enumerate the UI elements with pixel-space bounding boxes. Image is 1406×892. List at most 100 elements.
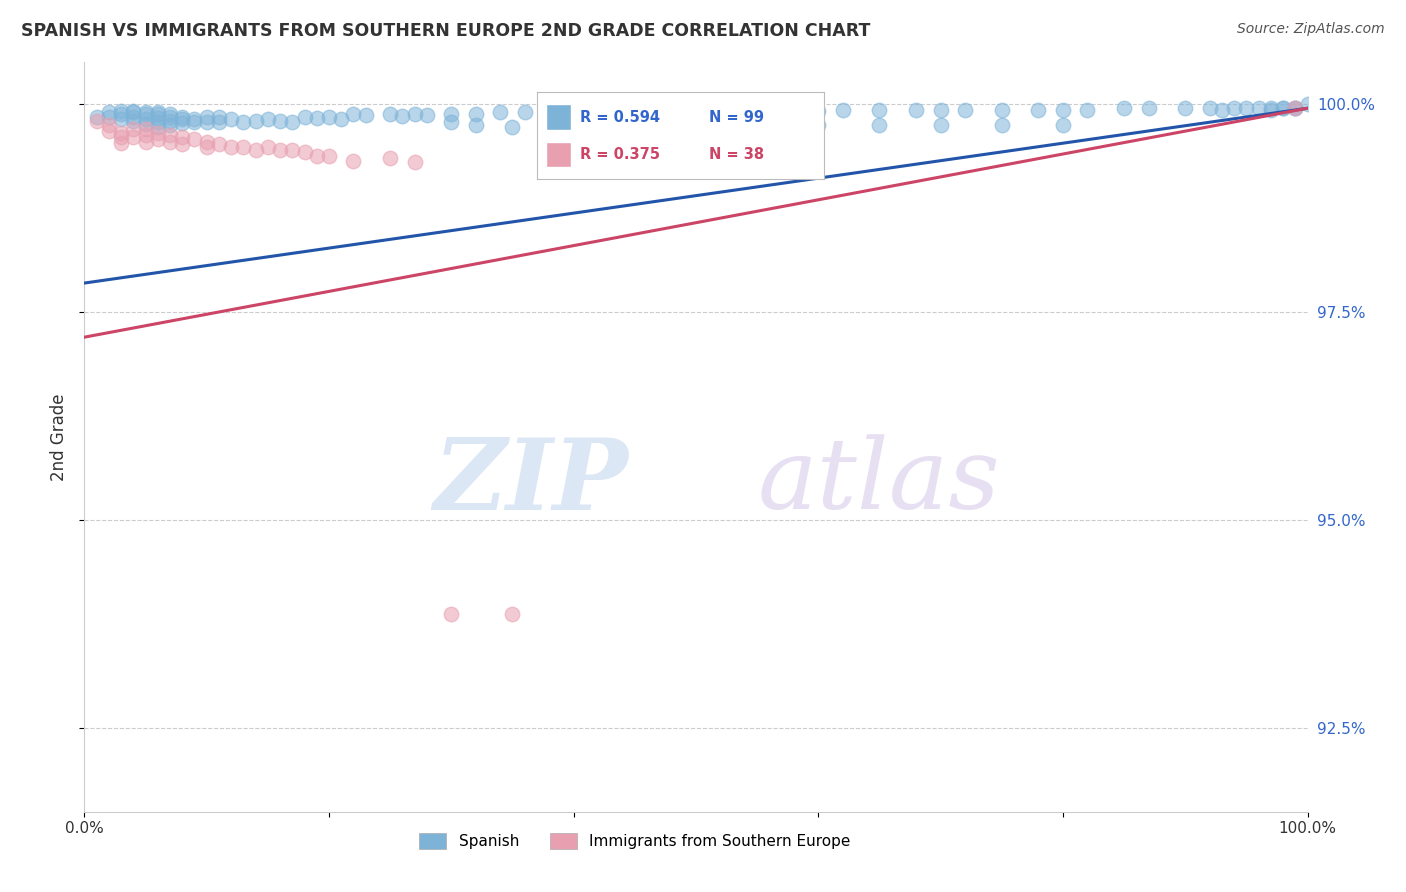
Point: [807, 103, 830, 118]
Point: [135, 112, 157, 126]
Point: [97, 105, 120, 120]
Point: [1247, 101, 1270, 115]
Point: [1284, 101, 1306, 115]
Point: [747, 103, 769, 118]
Point: [159, 128, 181, 142]
Point: [208, 115, 231, 129]
Point: [416, 108, 439, 122]
Point: [245, 143, 267, 157]
Point: [86, 110, 108, 124]
Point: [183, 112, 205, 126]
Point: [489, 105, 512, 120]
Point: [318, 110, 340, 124]
Point: [1052, 103, 1074, 117]
Point: [110, 103, 132, 118]
Point: [562, 105, 585, 120]
Point: [110, 107, 132, 121]
Point: [905, 103, 928, 117]
Point: [97, 118, 120, 132]
Point: [183, 132, 205, 146]
Text: Source: ZipAtlas.com: Source: ZipAtlas.com: [1237, 22, 1385, 37]
Point: [305, 149, 328, 163]
Point: [831, 103, 853, 117]
Point: [440, 115, 463, 129]
Point: [172, 130, 194, 145]
Point: [159, 110, 181, 124]
Point: [1284, 101, 1306, 115]
Point: [172, 136, 194, 151]
Point: [380, 151, 402, 165]
Point: [208, 110, 231, 124]
Point: [330, 112, 353, 126]
Point: [146, 105, 169, 120]
Y-axis label: 2nd Grade: 2nd Grade: [51, 393, 69, 481]
Point: [257, 140, 280, 154]
Point: [1076, 103, 1098, 117]
Point: [294, 145, 316, 160]
Point: [208, 136, 231, 151]
Point: [1198, 101, 1220, 115]
Point: [269, 113, 291, 128]
Point: [159, 107, 181, 121]
Point: [1211, 103, 1233, 117]
Text: ZIP: ZIP: [433, 434, 628, 530]
Point: [783, 103, 806, 117]
Legend: Spanish, Immigrants from Southern Europe: Spanish, Immigrants from Southern Europe: [412, 825, 858, 856]
Point: [1114, 101, 1136, 115]
Point: [172, 110, 194, 124]
Point: [146, 112, 169, 126]
Point: [195, 110, 218, 124]
Point: [747, 118, 769, 132]
Point: [624, 118, 647, 132]
Point: [1174, 101, 1197, 115]
Point: [257, 112, 280, 126]
Point: [586, 105, 609, 120]
Point: [342, 107, 364, 121]
Point: [110, 112, 132, 126]
Point: [661, 103, 683, 118]
Point: [685, 105, 707, 120]
Point: [1137, 101, 1160, 115]
Point: [354, 108, 377, 122]
Text: atlas: atlas: [758, 434, 1000, 530]
Point: [709, 103, 731, 118]
Point: [685, 118, 707, 132]
Point: [195, 115, 218, 129]
Point: [391, 109, 413, 123]
Point: [502, 120, 524, 135]
Point: [1028, 103, 1050, 117]
Point: [1223, 101, 1246, 115]
Point: [562, 118, 585, 132]
Point: [1284, 101, 1306, 115]
Point: [991, 103, 1014, 117]
Point: [1272, 101, 1295, 115]
Point: [1260, 103, 1282, 117]
Point: [122, 130, 145, 145]
Point: [122, 113, 145, 128]
Point: [1296, 97, 1319, 112]
Point: [97, 124, 120, 138]
Point: [146, 107, 169, 121]
Point: [685, 113, 707, 128]
Point: [281, 115, 304, 129]
Point: [195, 140, 218, 154]
Point: [281, 143, 304, 157]
Point: [1052, 118, 1074, 132]
Point: [195, 135, 218, 149]
Point: [159, 113, 181, 128]
Point: [122, 105, 145, 120]
Point: [183, 115, 205, 129]
Text: SPANISH VS IMMIGRANTS FROM SOUTHERN EUROPE 2ND GRADE CORRELATION CHART: SPANISH VS IMMIGRANTS FROM SOUTHERN EURO…: [21, 22, 870, 40]
Point: [122, 110, 145, 124]
Point: [232, 140, 254, 154]
Point: [612, 105, 634, 120]
Point: [440, 607, 463, 621]
Point: [1272, 101, 1295, 115]
Point: [953, 103, 976, 117]
Point: [146, 132, 169, 146]
Point: [135, 122, 157, 136]
Point: [991, 118, 1014, 132]
Point: [122, 103, 145, 118]
Point: [929, 103, 952, 117]
Point: [146, 120, 169, 135]
